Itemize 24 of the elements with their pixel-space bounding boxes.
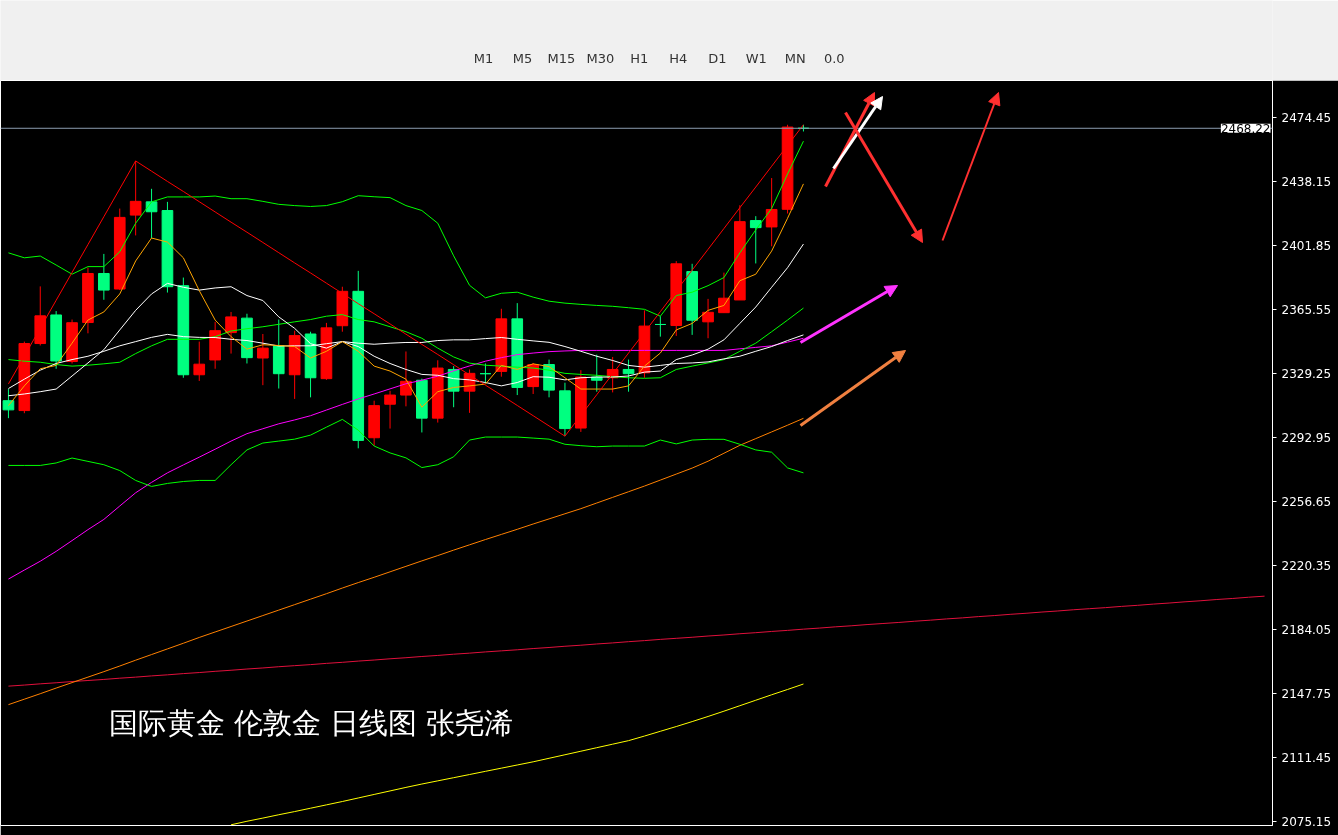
y-tick-label: 2111.45	[1281, 751, 1332, 766]
text: W1	[745, 51, 767, 66]
y-tick-label: 2365.55	[1281, 302, 1332, 317]
text: M15	[547, 51, 576, 66]
y-tick-label: 2220.35	[1281, 559, 1332, 574]
y-tick-label: 2184.05	[1281, 623, 1332, 638]
y-tick-label: 2147.75	[1281, 687, 1332, 702]
y-tick-label: 2474.45	[1281, 110, 1332, 125]
text: M30	[586, 51, 615, 66]
y-tick-label: 2329.25	[1281, 366, 1332, 381]
text: H4	[669, 51, 688, 66]
ref-line-label: 2468.22	[1220, 121, 1271, 136]
text: D1	[708, 51, 727, 66]
text: 国际黄金 伦敦金 日线图 张尧浠	[108, 705, 514, 740]
y-tick-label: 2075.15	[1281, 815, 1332, 830]
text: M1	[473, 51, 494, 66]
text: H1	[630, 51, 649, 66]
text: MN	[784, 51, 806, 66]
y-tick-label: 2438.15	[1281, 174, 1332, 189]
y-tick-label: 2292.95	[1281, 430, 1332, 445]
text: M5	[512, 51, 533, 66]
y-tick-label: 2256.65	[1281, 495, 1332, 510]
y-tick-label: 2401.85	[1281, 238, 1332, 253]
text: 0.0	[823, 51, 845, 66]
